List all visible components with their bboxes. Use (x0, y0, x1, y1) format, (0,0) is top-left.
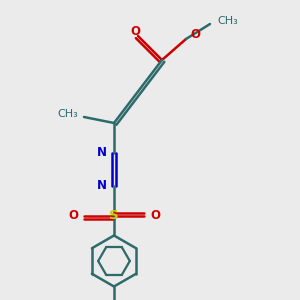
Text: S: S (109, 209, 119, 223)
Text: O: O (190, 28, 200, 41)
Text: O: O (130, 25, 140, 38)
Text: O: O (150, 209, 160, 223)
Text: O: O (68, 209, 78, 223)
Text: N: N (97, 146, 106, 160)
Text: N: N (97, 179, 106, 193)
Text: CH₃: CH₃ (218, 16, 238, 26)
Text: CH₃: CH₃ (57, 109, 78, 119)
